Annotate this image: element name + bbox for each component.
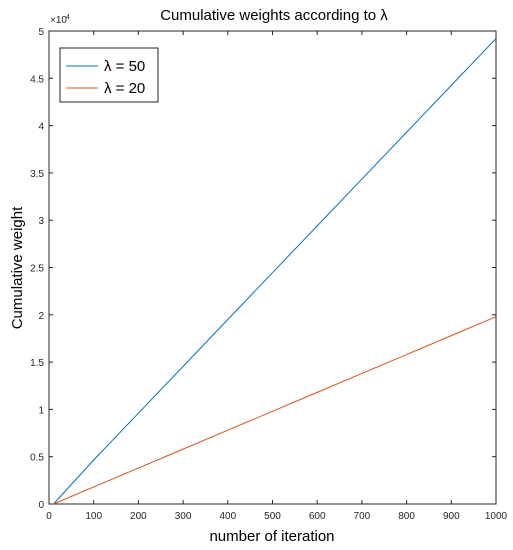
- x-tick-label: 100: [85, 511, 102, 522]
- y-axis: 0 0.5 1 1.5 2 2.5 3 3.5 4 4.5 5: [30, 27, 496, 511]
- y-exponent-label: ×10 4: [50, 14, 70, 26]
- y-exponent-power: 4: [66, 14, 70, 21]
- y-tick-label: 4.5: [30, 74, 44, 85]
- y-tick-label: 2.5: [30, 264, 44, 275]
- x-tick-label: 400: [219, 511, 236, 522]
- chart-title: Cumulative weights according to λ: [160, 7, 388, 24]
- x-tick-label: 200: [130, 511, 147, 522]
- y-tick-label: 4: [38, 122, 44, 133]
- series-line-lambda-50: [53, 38, 497, 505]
- x-tick-label: 0: [46, 511, 52, 522]
- y-tick-label: 1: [38, 405, 44, 416]
- x-tick-label: 900: [443, 511, 460, 522]
- y-tick-label: 2: [38, 311, 44, 322]
- x-tick-label: 1000: [485, 511, 508, 522]
- y-tick-label: 3: [38, 216, 44, 227]
- x-axis: 0 100 200 300 400 500 600 700 800 900 1000: [46, 31, 508, 522]
- legend-box: [59, 47, 159, 103]
- x-axis-title: number of iteration: [209, 528, 334, 545]
- series-line-lambda-20: [53, 316, 497, 505]
- legend-label-lambda-20: λ = 20: [104, 80, 145, 97]
- x-tick-label: 500: [264, 511, 281, 522]
- x-tick-label: 300: [175, 511, 192, 522]
- y-exponent-base: ×10: [50, 15, 67, 26]
- x-tick-label: 600: [309, 511, 326, 522]
- legend-label-lambda-50: λ = 50: [104, 58, 145, 75]
- series-layer: [53, 38, 497, 505]
- y-tick-label: 0.5: [30, 453, 44, 464]
- y-tick-label: 3.5: [30, 169, 44, 180]
- y-tick-label: 1.5: [30, 358, 44, 369]
- x-tick-label: 800: [398, 511, 415, 522]
- y-tick-label: 0: [38, 500, 44, 511]
- legend: λ = 50 λ = 20: [59, 47, 159, 103]
- y-tick-label: 5: [38, 27, 44, 38]
- x-tick-label: 700: [354, 511, 371, 522]
- plot-area: [48, 30, 497, 505]
- y-axis-title: Cumulative weight: [9, 206, 26, 329]
